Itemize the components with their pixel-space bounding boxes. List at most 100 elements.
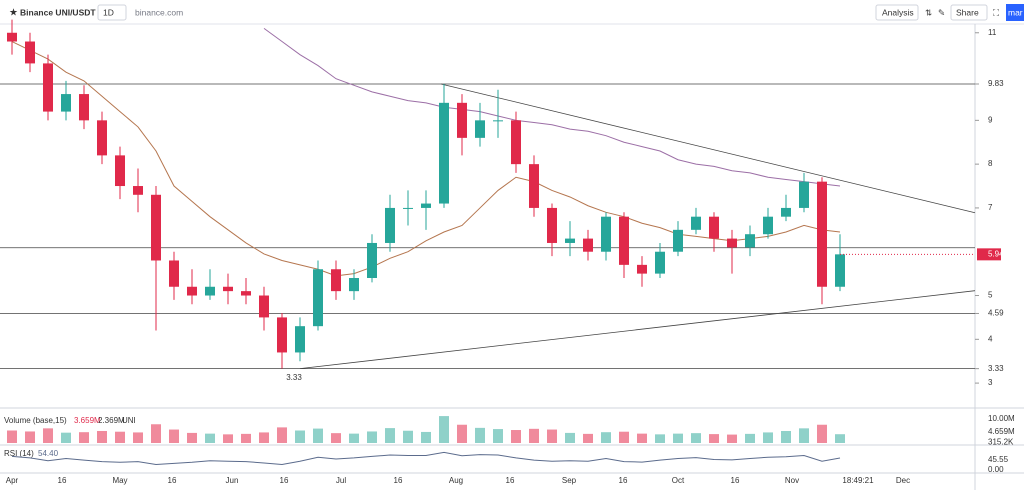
- draw-icon[interactable]: ✎: [938, 7, 945, 17]
- source[interactable]: binance.com: [135, 7, 183, 17]
- volume-bar: [439, 416, 449, 443]
- candle-body: [43, 63, 53, 112]
- y-tick-label: 11: [988, 28, 997, 37]
- candle-body: [349, 278, 359, 292]
- candle-body: [529, 164, 539, 208]
- x-tick-label: Jun: [226, 476, 239, 485]
- x-tick-label: 16: [168, 476, 177, 485]
- x-tick-label: Sep: [562, 476, 577, 485]
- last-price-label: 5.94: [988, 249, 1004, 258]
- volume-bar: [97, 430, 107, 443]
- compare-icon[interactable]: ⇅: [925, 7, 932, 17]
- candle-body: [691, 216, 701, 230]
- candle-body: [745, 234, 755, 248]
- x-tick-label: Dec: [896, 476, 910, 485]
- volume-bar: [457, 424, 467, 443]
- candle-body: [115, 155, 125, 187]
- candle-body: [151, 194, 161, 261]
- volume-tick-label: 4.659M: [988, 427, 1015, 436]
- candle-body: [709, 216, 719, 239]
- x-tick-label: 16: [619, 476, 628, 485]
- x-tick-label: May: [112, 476, 127, 485]
- analysis-button[interactable]: [875, 4, 919, 21]
- rsi-legend: RSI (14): [4, 449, 34, 458]
- symbol[interactable]: Binance UNI/USDT: [20, 7, 96, 17]
- candle-body: [223, 286, 233, 292]
- volume-bar: [655, 434, 665, 443]
- volume-bar: [277, 427, 287, 443]
- x-tick-label: Aug: [449, 476, 463, 485]
- candle-body: [655, 251, 665, 274]
- candle-body: [97, 120, 107, 156]
- y-tick-label: 4.59: [988, 309, 1004, 318]
- y-tick-label: 5: [988, 291, 993, 300]
- candle-body: [763, 216, 773, 235]
- candle-body: [475, 120, 485, 138]
- candle-body: [295, 326, 305, 353]
- volume-bar: [331, 433, 341, 443]
- volume-legend-value: 2.369M: [98, 416, 125, 425]
- volume-bar: [709, 434, 719, 443]
- x-tick-label: Oct: [672, 476, 685, 485]
- candle-body: [25, 41, 35, 64]
- y-tick-label: 4: [988, 334, 993, 343]
- volume-bar: [115, 431, 125, 443]
- volume-bar: [727, 434, 737, 443]
- candle-body: [169, 260, 179, 287]
- candle-body: [385, 207, 395, 243]
- volume-legend-value: 3.659M: [74, 416, 101, 425]
- candle-body: [601, 216, 611, 252]
- moving-average: [11, 41, 841, 277]
- volume-bar: [835, 434, 845, 443]
- cut-button[interactable]: [1006, 4, 1024, 21]
- volume-tick-label: 10.00M: [988, 414, 1015, 423]
- y-tick-label: 3.33: [988, 364, 1004, 373]
- candle-body: [313, 269, 323, 327]
- y-tick-label: 8: [988, 159, 993, 168]
- candle-body: [673, 229, 683, 252]
- cut-button-text[interactable]: mar: [1008, 7, 1023, 17]
- share-button[interactable]: [950, 4, 988, 21]
- volume-bar: [673, 433, 683, 443]
- candle-body: [583, 238, 593, 252]
- candle-body: [511, 120, 521, 165]
- interval-box[interactable]: [97, 4, 127, 21]
- x-tick-label: 18:49:21: [842, 476, 874, 485]
- volume-bar: [313, 428, 323, 443]
- volume-unit: UNI: [122, 416, 136, 425]
- volume-bar: [781, 430, 791, 443]
- candle-body: [799, 181, 809, 208]
- x-tick-label: Apr: [6, 476, 19, 485]
- volume-bar: [583, 433, 593, 443]
- candle-body: [133, 186, 143, 195]
- volume-tick-label: 315.2K: [988, 437, 1014, 446]
- star-icon[interactable]: ★: [9, 8, 18, 19]
- candle-body: [457, 102, 467, 138]
- volume-bar: [619, 431, 629, 443]
- interval[interactable]: 1D: [103, 7, 114, 17]
- volume-bar: [205, 433, 215, 443]
- volume-bar: [637, 433, 647, 443]
- analysis[interactable]: Analysis: [882, 7, 914, 17]
- volume-bar: [295, 430, 305, 443]
- x-tick-label: 16: [280, 476, 289, 485]
- volume-bar: [385, 428, 395, 443]
- candle-body: [817, 181, 827, 287]
- candle-body: [61, 94, 71, 112]
- candle-body: [7, 32, 17, 42]
- trendline: [440, 83, 976, 214]
- share[interactable]: Share: [956, 7, 979, 17]
- toolbar: ★ Binance UNI/USDT 1D binance.com Analys…: [0, 0, 1024, 25]
- volume-bar: [79, 432, 89, 443]
- candle-body: [205, 286, 215, 296]
- candle-body: [565, 238, 575, 243]
- fullscreen-icon[interactable]: ⛶: [992, 7, 1000, 17]
- volume-bar: [25, 431, 35, 443]
- y-tick-label: 9.83: [988, 79, 1004, 88]
- candle-body: [79, 94, 89, 121]
- volume-bar: [547, 429, 557, 443]
- candle-body: [241, 291, 251, 296]
- x-tick-label: 16: [506, 476, 515, 485]
- toolbar-bg: [0, 0, 1024, 24]
- x-tick-label: Nov: [785, 476, 799, 485]
